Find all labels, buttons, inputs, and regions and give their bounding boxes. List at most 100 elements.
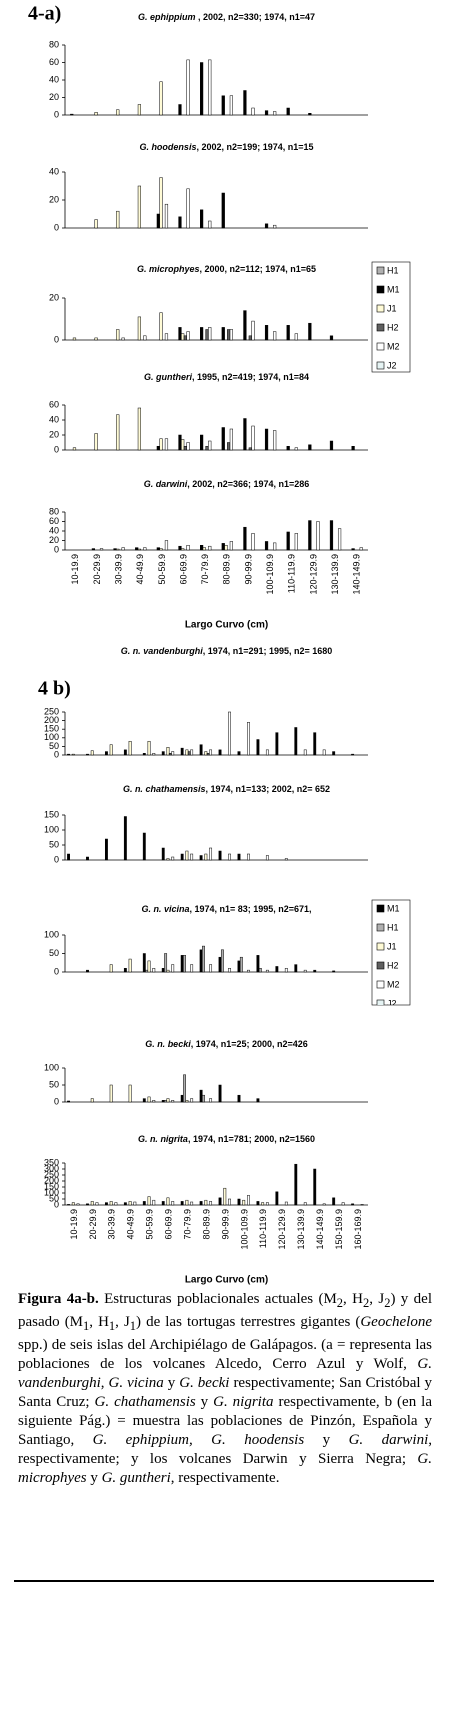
legend-swatch	[376, 285, 385, 294]
caption-run: G. becki	[179, 1375, 230, 1391]
legend-label: J2	[387, 998, 397, 1008]
bar	[171, 1201, 175, 1206]
bar	[121, 337, 125, 341]
caption-run: G. chathamensis	[94, 1394, 196, 1410]
bar	[166, 969, 170, 973]
bar	[156, 446, 160, 451]
bar	[243, 90, 247, 116]
y-tick-label: 20	[49, 429, 59, 439]
y-tick-label: 0	[54, 854, 59, 864]
x-tick-label: 30-39.9	[107, 1209, 117, 1240]
y-tick-label: 0	[54, 109, 59, 119]
y-tick-label: 0	[54, 544, 59, 554]
bar	[205, 329, 209, 341]
bar	[316, 521, 320, 551]
bar	[247, 853, 250, 861]
bar	[251, 107, 255, 116]
bar	[360, 1204, 364, 1206]
bar	[183, 335, 187, 341]
caption-run: , H	[89, 1314, 109, 1330]
bar	[322, 1203, 326, 1206]
chart-title-species: G. darwini	[144, 479, 188, 489]
bar	[332, 1197, 336, 1206]
x-tick-label: 40-49.9	[126, 1209, 136, 1240]
caption-run: 2	[336, 1296, 344, 1310]
chart-title-details: , 1974, n1=291; 1995, n2= 1680	[203, 646, 333, 656]
bar	[156, 547, 160, 551]
bar	[180, 1094, 184, 1103]
bar	[94, 337, 98, 341]
legend-label: J1	[387, 303, 397, 313]
x-tick-label: 130-139.9	[296, 1209, 306, 1250]
bar	[284, 968, 288, 973]
chart-title-species: G. hoodensis	[139, 142, 196, 152]
bar	[186, 442, 190, 451]
bar	[180, 747, 184, 756]
bar	[164, 333, 169, 341]
x-tick-label: 140-149.9	[352, 554, 362, 595]
bar	[247, 969, 250, 973]
bar	[329, 440, 334, 451]
bar	[142, 1098, 146, 1103]
bar	[159, 81, 163, 116]
bar	[209, 1201, 213, 1206]
bar	[159, 438, 163, 451]
bar	[251, 533, 255, 551]
bar	[251, 425, 255, 451]
bar	[128, 1201, 132, 1206]
bar	[90, 1098, 94, 1103]
x-axis-label: Largo Curvo (cm)	[185, 1275, 268, 1285]
bar	[351, 1203, 355, 1206]
y-tick-label: 100	[44, 1062, 59, 1072]
bar	[183, 955, 186, 973]
y-tick-label: 0	[54, 1096, 59, 1106]
chart-title: G. guntheri, 1995, n2=419; 1974, n1=84	[144, 372, 309, 382]
bar	[208, 440, 212, 451]
bar	[284, 858, 288, 861]
bar	[284, 1201, 288, 1206]
caption-run: G. microphyes	[18, 1451, 432, 1486]
bar	[208, 220, 212, 229]
bar	[294, 533, 298, 551]
bar	[218, 956, 222, 973]
x-tick-label: 140-149.9	[315, 1209, 325, 1250]
bar	[142, 953, 146, 973]
y-tick-label: 0	[54, 444, 59, 454]
bar	[251, 320, 255, 341]
y-tick-label: 0	[54, 966, 59, 976]
bar	[143, 335, 147, 341]
bar	[351, 446, 355, 451]
bar	[71, 1202, 75, 1206]
bar	[202, 945, 205, 973]
bar	[237, 853, 241, 861]
bar	[168, 753, 172, 756]
caption: Figura 4a-b. Estructuras poblacionales a…	[18, 1290, 432, 1488]
bar	[137, 104, 142, 116]
bar	[143, 547, 147, 551]
bar	[273, 430, 277, 451]
bar	[229, 428, 233, 451]
bar	[70, 113, 74, 116]
bar	[186, 331, 190, 341]
bar	[99, 548, 104, 551]
panel-label: 4-a)	[28, 3, 61, 25]
bar	[67, 853, 70, 861]
caption-run: spp.) de seis islas del Archipiélago de …	[18, 1337, 432, 1372]
y-tick-label: 0	[54, 749, 59, 759]
bar	[161, 1201, 165, 1206]
bar	[86, 969, 89, 973]
bar	[221, 95, 225, 116]
y-tick-label: 0	[54, 1199, 59, 1209]
y-tick-label: 350	[44, 1157, 59, 1167]
bar	[359, 547, 363, 551]
bar	[142, 753, 146, 756]
bar	[164, 1100, 168, 1103]
x-tick-label: 90-99.9	[220, 1209, 230, 1240]
bar	[190, 853, 194, 861]
bar	[152, 1100, 156, 1103]
bar	[86, 753, 89, 756]
legend-label: J2	[387, 360, 397, 370]
x-tick-label: 20-29.9	[88, 1209, 98, 1240]
bar	[109, 964, 113, 973]
x-axis-label: Largo Curvo (cm)	[185, 620, 268, 631]
